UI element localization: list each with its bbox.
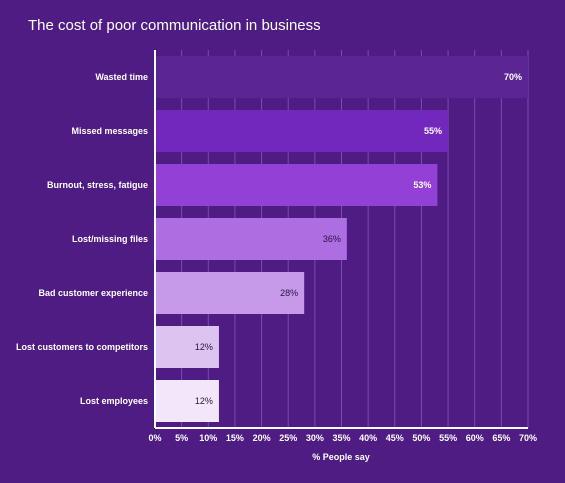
x-tick-label: 15% <box>226 433 244 443</box>
x-tick-label: 60% <box>466 433 484 443</box>
x-tick-label: 25% <box>279 433 297 443</box>
bar <box>155 218 347 260</box>
x-tick-label: 20% <box>253 433 271 443</box>
x-tick-label: 50% <box>412 433 430 443</box>
x-tick-label: 55% <box>439 433 457 443</box>
x-tick-label: 10% <box>199 433 217 443</box>
x-tick-label: 70% <box>519 433 537 443</box>
bar <box>155 380 219 422</box>
x-tick-label: 40% <box>359 433 377 443</box>
bar <box>155 56 528 98</box>
category-label: Lost/missing files <box>72 234 148 244</box>
category-label: Bad customer experience <box>38 288 148 298</box>
category-label: Lost employees <box>80 396 148 406</box>
bar-value-label: 12% <box>195 396 213 406</box>
bar-value-label: 12% <box>195 342 213 352</box>
bar-value-label: 55% <box>424 126 442 136</box>
x-tick-labels: 0% 5% 10% 15% 20% 25% 30% 35% 40% 45% 50% 55% 60% 65%… <box>148 433 537 443</box>
bar-value-label: 70% <box>504 72 522 82</box>
category-label: Missed messages <box>71 126 148 136</box>
category-labels: Wasted time Missed messages Burnout, stres… <box>16 72 148 406</box>
chart-title: The cost of poor communication in busine… <box>28 17 321 34</box>
x-tick-label: 0% <box>148 433 161 443</box>
category-label: Burnout, stress, fatigue <box>47 180 148 190</box>
bar-value-label: 28% <box>280 288 298 298</box>
x-tick-label: 35% <box>332 433 350 443</box>
bar-value-label: 53% <box>413 180 431 190</box>
x-tick-label: 45% <box>386 433 404 443</box>
x-tick-label: 30% <box>306 433 324 443</box>
category-label: Wasted time <box>95 72 148 82</box>
bar <box>155 110 449 152</box>
axes <box>154 50 528 429</box>
x-tick-label: 5% <box>175 433 188 443</box>
bar <box>155 272 305 314</box>
bar <box>155 326 219 368</box>
category-label: Lost customers to competitors <box>16 342 148 352</box>
x-tick-label: 65% <box>492 433 510 443</box>
bars: 70% 55% 53% 36% 28% 12% 12% <box>155 56 528 422</box>
bar <box>155 164 438 206</box>
bar-value-label: 36% <box>323 234 341 244</box>
x-axis-label: % People say <box>312 452 370 462</box>
